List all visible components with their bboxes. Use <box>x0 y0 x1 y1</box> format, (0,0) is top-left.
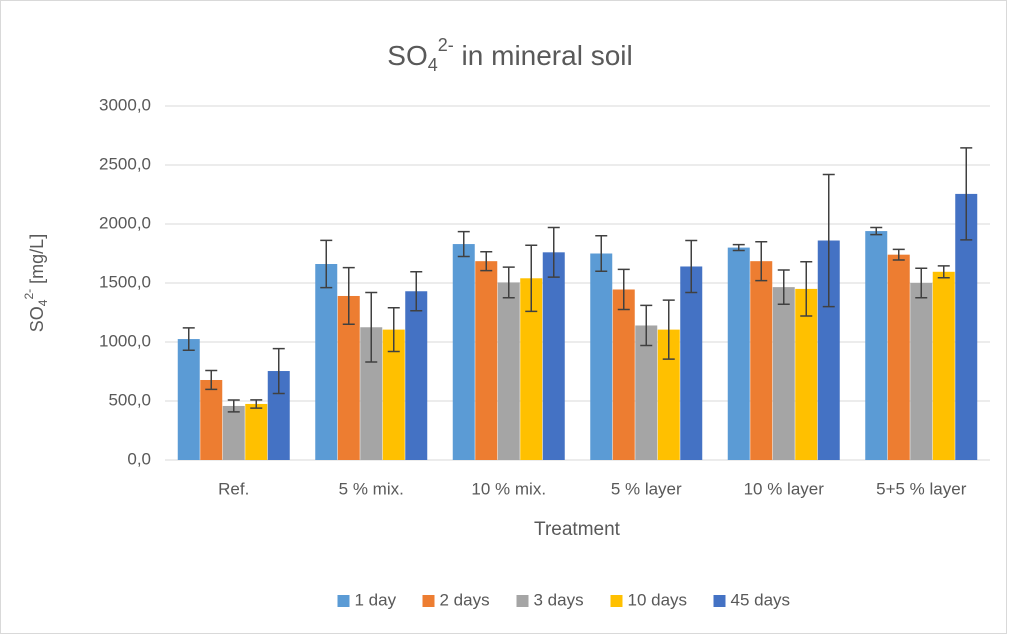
error-bar <box>457 230 470 258</box>
bar <box>542 252 565 460</box>
bar <box>222 405 245 460</box>
error-bar <box>182 327 195 352</box>
x-axis-label: Treatment <box>534 519 621 540</box>
error-bar <box>732 243 745 252</box>
legend-swatch <box>610 595 623 607</box>
error-bar <box>892 248 905 261</box>
error-bar <box>755 240 768 282</box>
bar <box>955 193 978 460</box>
bar <box>337 295 360 460</box>
error-bar <box>502 266 515 299</box>
chart-title: SO42- in mineral soil <box>387 35 632 75</box>
error-bar <box>640 304 653 347</box>
error-bar <box>870 226 883 236</box>
y-tick-label: 2000,0 <box>99 213 151 232</box>
error-bar <box>595 235 608 272</box>
bar <box>727 247 750 460</box>
error-bar <box>227 399 240 413</box>
error-bar <box>410 271 423 312</box>
error-bar <box>342 266 355 326</box>
y-tick-label: 0,0 <box>127 449 151 468</box>
title-base: SO <box>387 40 427 71</box>
error-bar <box>960 147 973 241</box>
y-tick-label: 3000,0 <box>99 95 151 114</box>
legend-swatch <box>337 595 350 607</box>
error-bar <box>822 173 835 308</box>
x-tick-label: 10 % mix. <box>471 479 546 498</box>
x-tick-label: 5+5 % layer <box>876 479 967 498</box>
error-bar <box>365 291 378 363</box>
y-axis-label: SO42- [mg/L] <box>22 234 50 332</box>
legend-swatch <box>713 595 726 607</box>
y-label-base: SO <box>27 306 47 332</box>
bar <box>405 291 428 460</box>
error-bar <box>662 299 675 360</box>
error-bar <box>480 250 493 272</box>
bar <box>315 264 338 460</box>
legend-label: 10 days <box>628 590 688 609</box>
error-bar <box>547 226 560 278</box>
bar <box>887 254 910 460</box>
bar <box>795 288 818 460</box>
bar <box>772 287 795 460</box>
bar <box>750 261 773 460</box>
bar <box>680 266 703 460</box>
error-bar <box>685 239 698 294</box>
error-bar <box>320 239 333 289</box>
bar <box>612 289 635 460</box>
bar <box>497 282 520 460</box>
bar <box>520 278 543 460</box>
error-bar <box>387 307 400 353</box>
bar <box>865 231 888 460</box>
legend-swatch <box>516 595 529 607</box>
y-tick-label: 1500,0 <box>99 272 151 291</box>
bar <box>635 325 658 460</box>
bar <box>200 379 223 460</box>
x-tick-label: 5 % layer <box>611 479 682 498</box>
error-bar <box>272 347 285 395</box>
error-bar <box>800 261 813 317</box>
error-bar <box>915 267 928 299</box>
y-tick-label: 2500,0 <box>99 154 151 173</box>
bar <box>452 244 475 460</box>
bar <box>382 329 405 460</box>
bar <box>475 261 498 460</box>
bar <box>177 339 200 460</box>
error-bar <box>205 369 218 391</box>
y-label-rest: [mg/L] <box>27 234 47 289</box>
y-tick-label: 1000,0 <box>99 331 151 350</box>
bar <box>932 271 955 460</box>
bar <box>910 283 933 460</box>
x-tick-label: Ref. <box>218 479 249 498</box>
y-label-sub: 4 <box>36 299 50 306</box>
error-bar <box>525 244 538 313</box>
title-rest: in mineral soil <box>454 40 633 71</box>
title-sup: 2- <box>438 35 454 55</box>
error-bar <box>617 268 630 311</box>
error-bar <box>937 265 950 279</box>
bar <box>360 327 383 460</box>
y-tick-label: 500,0 <box>108 390 151 409</box>
y-label-sup: 2- <box>22 289 36 300</box>
legend-label: 45 days <box>731 590 791 609</box>
legend-swatch <box>422 595 435 607</box>
legend-label: 3 days <box>534 590 584 609</box>
x-tick-label: 5 % mix. <box>339 479 404 498</box>
legend-label: 2 days <box>440 590 490 609</box>
error-bar <box>250 399 263 409</box>
bar <box>590 253 613 460</box>
bar <box>817 240 840 460</box>
bar <box>245 403 268 460</box>
x-tick-label: 10 % layer <box>744 479 825 498</box>
bar <box>657 329 680 460</box>
legend-label: 1 day <box>355 590 397 609</box>
title-sub: 4 <box>428 55 438 75</box>
error-bar <box>777 269 790 305</box>
